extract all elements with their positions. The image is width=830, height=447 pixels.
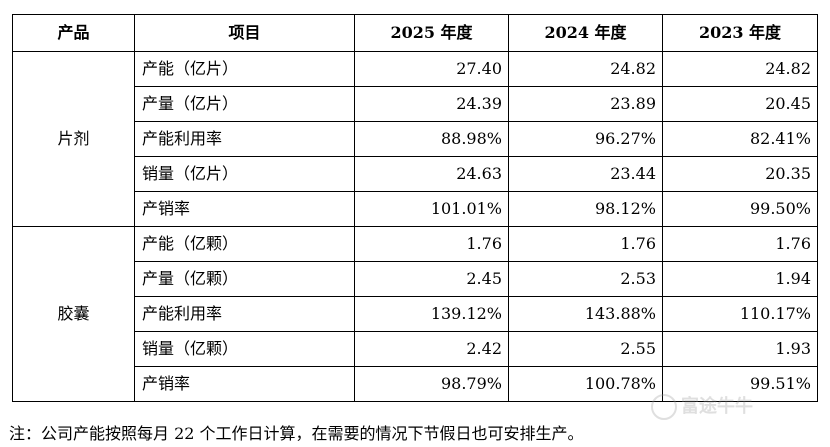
header-2025: 2025 年度 xyxy=(354,14,509,52)
value-2023: 99.50% xyxy=(662,191,818,227)
table-row: 销量（亿颗） 2.42 2.55 1.93 xyxy=(13,331,818,367)
value-2025: 2.42 xyxy=(354,331,509,367)
value-2024: 2.53 xyxy=(508,261,663,297)
row-item-label: 产能利用率 xyxy=(134,121,355,157)
table-row: 产量（亿颗） 2.45 2.53 1.94 xyxy=(13,261,818,297)
row-item-label: 产销率 xyxy=(134,366,355,402)
watermark: 富途牛牛 xyxy=(651,392,753,420)
value-2024: 96.27% xyxy=(508,121,663,157)
value-2025: 88.98% xyxy=(354,121,509,157)
table-body: 片剂 产能（亿片） 27.40 24.82 24.82 产量（亿片） 24.39 23.89 2… xyxy=(12,51,818,402)
row-item-label: 产销率 xyxy=(134,191,355,227)
table-row: 产销率 98.79% 100.78% 99.51% xyxy=(13,366,818,402)
value-2025: 27.40 xyxy=(354,51,509,87)
row-item-label: 产量（亿颗） xyxy=(134,261,355,297)
value-2025: 2.45 xyxy=(354,261,509,297)
value-2024: 24.82 xyxy=(508,51,663,87)
value-2025: 24.63 xyxy=(354,156,509,192)
value-2023: 1.94 xyxy=(662,261,818,297)
value-2023: 20.35 xyxy=(662,156,818,192)
value-2025: 1.76 xyxy=(354,226,509,262)
value-2023: 20.45 xyxy=(662,86,818,122)
table-row: 胶囊 产能（亿颗） 1.76 1.76 1.76 xyxy=(12,226,818,402)
value-2024: 98.12% xyxy=(508,191,663,227)
value-2023: 24.82 xyxy=(662,51,818,87)
table-row: 产能利用率 139.12% 143.88% 110.17% xyxy=(13,296,818,332)
watermark-logo-icon xyxy=(651,394,677,420)
value-2023: 1.76 xyxy=(662,226,818,262)
row-item-label: 产能（亿片） xyxy=(134,51,355,87)
value-2024: 2.55 xyxy=(508,331,663,367)
value-2024: 23.89 xyxy=(508,86,663,122)
value-2023: 82.41% xyxy=(662,121,818,157)
table-row: 产能利用率 88.98% 96.27% 82.41% xyxy=(13,121,818,157)
value-2024: 23.44 xyxy=(508,156,663,192)
header-2024: 2024 年度 xyxy=(508,14,663,52)
product-category: 片剂 xyxy=(12,51,135,227)
value-2023: 99.51% xyxy=(662,366,818,402)
row-item-label: 产能（亿颗） xyxy=(134,226,355,262)
watermark-text: 富途牛牛 xyxy=(681,396,753,417)
row-item-label: 产量（亿片） xyxy=(134,86,355,122)
header-item: 项目 xyxy=(134,14,355,52)
table-row: 片剂 产能（亿片） 27.40 24.82 24.82 xyxy=(12,51,818,227)
footnote: 注：公司产能按照每月 22 个工作日计算，在需要的情况下节假日也可安排生产。 xyxy=(9,424,584,443)
value-2023: 110.17% xyxy=(662,296,818,332)
row-item-label: 销量（亿颗） xyxy=(134,331,355,367)
value-2025: 24.39 xyxy=(354,86,509,122)
row-item-label: 销量（亿片） xyxy=(134,156,355,192)
table-row: 产销率 101.01% 98.12% 99.50% xyxy=(13,191,818,227)
value-2024: 143.88% xyxy=(508,296,663,332)
table-row: 产量（亿片） 24.39 23.89 20.45 xyxy=(13,86,818,122)
value-2025: 98.79% xyxy=(354,366,509,402)
value-2025: 101.01% xyxy=(354,191,509,227)
value-2023: 1.93 xyxy=(662,331,818,367)
row-item-label: 产能利用率 xyxy=(134,296,355,332)
header-2023: 2023 年度 xyxy=(662,14,818,52)
product-category: 胶囊 xyxy=(12,226,135,402)
capacity-table: 产品 项目 2025 年度 2024 年度 2023 年度 片剂 产能（亿片） 27… xyxy=(12,14,818,402)
value-2024: 100.78% xyxy=(508,366,663,402)
table-row: 销量（亿片） 24.63 23.44 20.35 xyxy=(13,156,818,192)
value-2024: 1.76 xyxy=(508,226,663,262)
value-2025: 139.12% xyxy=(354,296,509,332)
header-product: 产品 xyxy=(12,14,135,52)
header-row: 产品 项目 2025 年度 2024 年度 2023 年度 xyxy=(12,14,818,52)
